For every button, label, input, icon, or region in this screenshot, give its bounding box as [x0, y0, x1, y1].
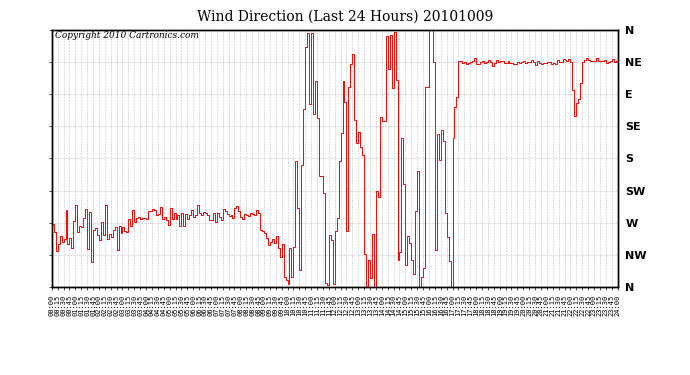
Text: Wind Direction (Last 24 Hours) 20101009: Wind Direction (Last 24 Hours) 20101009: [197, 9, 493, 23]
Text: Copyright 2010 Cartronics.com: Copyright 2010 Cartronics.com: [55, 31, 199, 40]
